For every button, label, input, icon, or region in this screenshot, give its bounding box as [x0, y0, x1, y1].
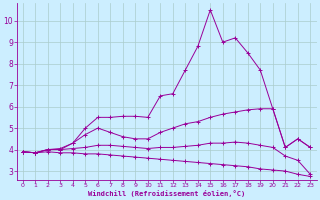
X-axis label: Windchill (Refroidissement éolien,°C): Windchill (Refroidissement éolien,°C): [88, 190, 245, 197]
